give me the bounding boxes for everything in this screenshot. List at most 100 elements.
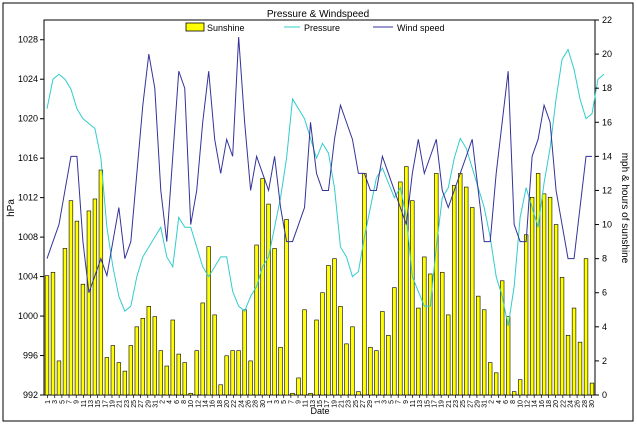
x-axis-tick-label: 4 bbox=[496, 400, 503, 404]
sunshine-bar bbox=[224, 355, 229, 396]
sunshine-bar bbox=[248, 360, 253, 396]
sunshine-bar bbox=[50, 271, 56, 396]
sunshine-bar bbox=[122, 370, 128, 396]
sunshine-bar bbox=[134, 326, 139, 396]
x-axis-tick-label: 14 bbox=[203, 400, 210, 408]
x-axis-tick-label: 7 bbox=[288, 400, 295, 404]
sunshine-bar bbox=[541, 193, 547, 396]
x-axis-tick-label: 21 bbox=[446, 400, 453, 408]
right-axis-tick-label: 12 bbox=[602, 185, 612, 195]
x-axis-tick-label: 9 bbox=[74, 400, 81, 404]
sunshine-bar bbox=[350, 326, 355, 396]
sunshine-bar bbox=[56, 360, 62, 396]
x-axis-tick-label: 29 bbox=[474, 400, 481, 408]
left-axis-tick-label: 1028 bbox=[18, 35, 38, 45]
x-axis-tick-label: 1 bbox=[267, 400, 274, 404]
x-axis-tick-label: 20 bbox=[224, 400, 231, 408]
sunshine-bar bbox=[571, 307, 577, 396]
sunshine-bar bbox=[344, 343, 349, 396]
x-axis-tick-label: 19 bbox=[109, 400, 116, 408]
sunshine-bar bbox=[368, 346, 373, 396]
x-axis-tick-label: 16 bbox=[539, 400, 546, 408]
x-axis-tick-label: 5 bbox=[59, 400, 66, 404]
right-axis-tick-label: 20 bbox=[602, 49, 612, 59]
sunshine-bar bbox=[505, 316, 511, 396]
pressure-line bbox=[46, 48, 605, 327]
right-axis: 0 2 4 6 8 10 12 14 16 18 20 22 bbox=[595, 15, 612, 400]
sunshine-bar bbox=[254, 244, 259, 396]
right-axis-tick-label: 0 bbox=[602, 390, 607, 400]
x-axis-tick-label: 7 bbox=[396, 400, 403, 404]
x-axis-tick-label: 8 bbox=[510, 400, 517, 404]
sunshine-bar bbox=[98, 169, 104, 396]
right-axis-tick-label: 10 bbox=[602, 220, 612, 230]
sunshine-bar bbox=[296, 377, 301, 396]
left-axis-tick-label: 1008 bbox=[18, 232, 38, 242]
sunshine-bar bbox=[182, 362, 187, 396]
x-axis-tick-label: 29 bbox=[145, 400, 152, 408]
x-axis-tick-label: 25 bbox=[353, 400, 360, 408]
x-axis-tick-label: 25 bbox=[460, 400, 467, 408]
x-axis-tick-label: 23 bbox=[124, 400, 131, 408]
x-axis-tick-label: 18 bbox=[217, 400, 224, 408]
sunshine-bar bbox=[92, 198, 98, 396]
x-axis-tick-label: 20 bbox=[553, 400, 560, 408]
plot-area bbox=[43, 19, 605, 396]
x-axis-tick-label: 27 bbox=[467, 400, 474, 408]
sunshine-bar bbox=[320, 292, 325, 396]
x-axis-tick-label: 10 bbox=[188, 400, 195, 408]
x-axis-tick-label: 26 bbox=[245, 400, 252, 408]
sunshine-bar bbox=[583, 258, 589, 396]
sunshine-bar bbox=[140, 317, 145, 396]
left-axis-tick-label: 1024 bbox=[18, 74, 38, 84]
sunshine-bar bbox=[290, 392, 295, 396]
sunshine-bar bbox=[110, 345, 116, 396]
sunshine-bar bbox=[577, 341, 583, 396]
sunshine-bar bbox=[158, 350, 163, 396]
line-series bbox=[46, 37, 605, 327]
x-axis-tick-label: 17 bbox=[324, 400, 331, 408]
x-axis-tick-label: 16 bbox=[210, 400, 217, 408]
x-axis-tick-label: 30 bbox=[260, 400, 267, 408]
sunshine-bar bbox=[194, 350, 199, 396]
sunshine-bar bbox=[500, 280, 505, 396]
x-axis-tick-label: 6 bbox=[174, 400, 181, 404]
x-axis-tick-label: 1 bbox=[374, 400, 381, 404]
left-axis-tick-label: 1012 bbox=[18, 193, 38, 203]
sunshine-bar bbox=[386, 335, 391, 396]
sunshine-bar bbox=[284, 219, 289, 396]
sunshine-bar bbox=[170, 319, 175, 396]
wind-speed-line bbox=[46, 37, 593, 293]
x-axis-tick-label: 11 bbox=[303, 400, 310, 407]
left-axis-tick-label: 1020 bbox=[18, 114, 38, 124]
x-axis-tick-label: 3 bbox=[274, 400, 281, 404]
sunshine-bar bbox=[218, 384, 223, 396]
x-axis-tick-label: 19 bbox=[439, 400, 446, 408]
sunshine-bar bbox=[152, 316, 157, 396]
left-axis-tick-label: 992 bbox=[23, 390, 38, 400]
x-axis-tick-label: 5 bbox=[389, 400, 396, 404]
left-axis: 992 996 1000 1004 1008 1012 1016 1020 1024 1028 bbox=[18, 35, 44, 400]
sunshine-bar bbox=[272, 248, 277, 396]
sunshine-bar bbox=[416, 307, 421, 396]
left-axis-tick-label: 1000 bbox=[18, 311, 38, 321]
sunshine-bar bbox=[559, 277, 565, 396]
sunshine-bar bbox=[482, 309, 487, 396]
sunshine-bar bbox=[86, 210, 92, 396]
x-axis-tick-label: 25 bbox=[131, 400, 138, 408]
sunshine-bar bbox=[44, 275, 50, 396]
sunshine-bar bbox=[314, 319, 319, 396]
x-axis-tick-label: 2 bbox=[489, 400, 496, 404]
x-axis-tick-label: 6 bbox=[503, 400, 510, 404]
x-axis-tick-label: 15 bbox=[317, 400, 324, 408]
sunshine-bar bbox=[230, 350, 235, 396]
left-axis-title: hPa bbox=[6, 199, 17, 217]
right-axis-tick-label: 4 bbox=[602, 322, 607, 332]
x-axis: 1 3 5 7 9 11 13 15 17 19 21 23 25 27 29 31 2 4 6 8 10 12 14 16 1… bbox=[45, 395, 596, 408]
x-axis-tick-label: 14 bbox=[532, 400, 539, 408]
sunshine-bar bbox=[535, 173, 541, 396]
sunshine-bar bbox=[494, 372, 499, 396]
left-axis-tick-label: 1016 bbox=[18, 153, 38, 163]
sunshine-bar bbox=[200, 302, 205, 396]
x-axis-tick-label: 22 bbox=[560, 400, 567, 408]
